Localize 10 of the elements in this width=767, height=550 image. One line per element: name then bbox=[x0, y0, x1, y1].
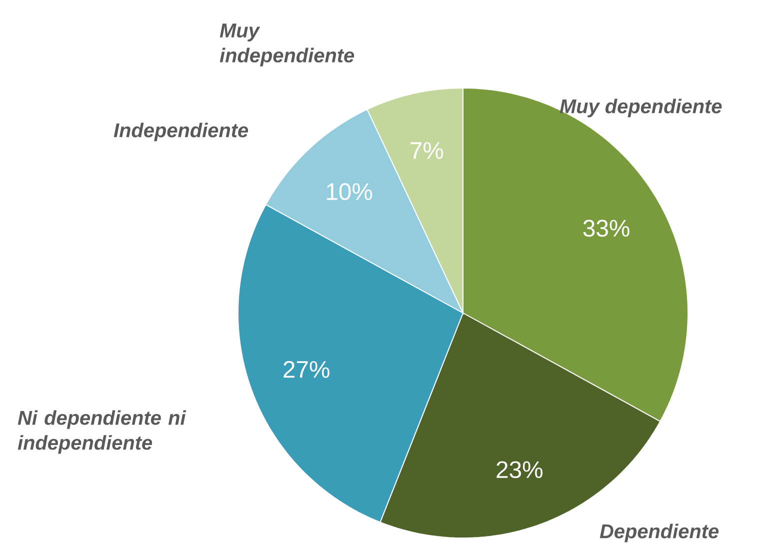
data-label: 27% bbox=[284, 360, 330, 378]
data-label: 10% bbox=[326, 183, 372, 200]
slice-label: Dependiente bbox=[600, 524, 719, 542]
data-label: 33% bbox=[583, 220, 630, 237]
slice-label: Muy independiente bbox=[220, 24, 354, 66]
slice-label: Ni dependiente ni independiente bbox=[18, 410, 186, 454]
slice-label: Muy dependiente bbox=[560, 98, 722, 118]
data-label: 7% bbox=[410, 142, 444, 159]
data-label: 23% bbox=[496, 461, 542, 478]
slice-label: Independiente bbox=[114, 122, 248, 142]
